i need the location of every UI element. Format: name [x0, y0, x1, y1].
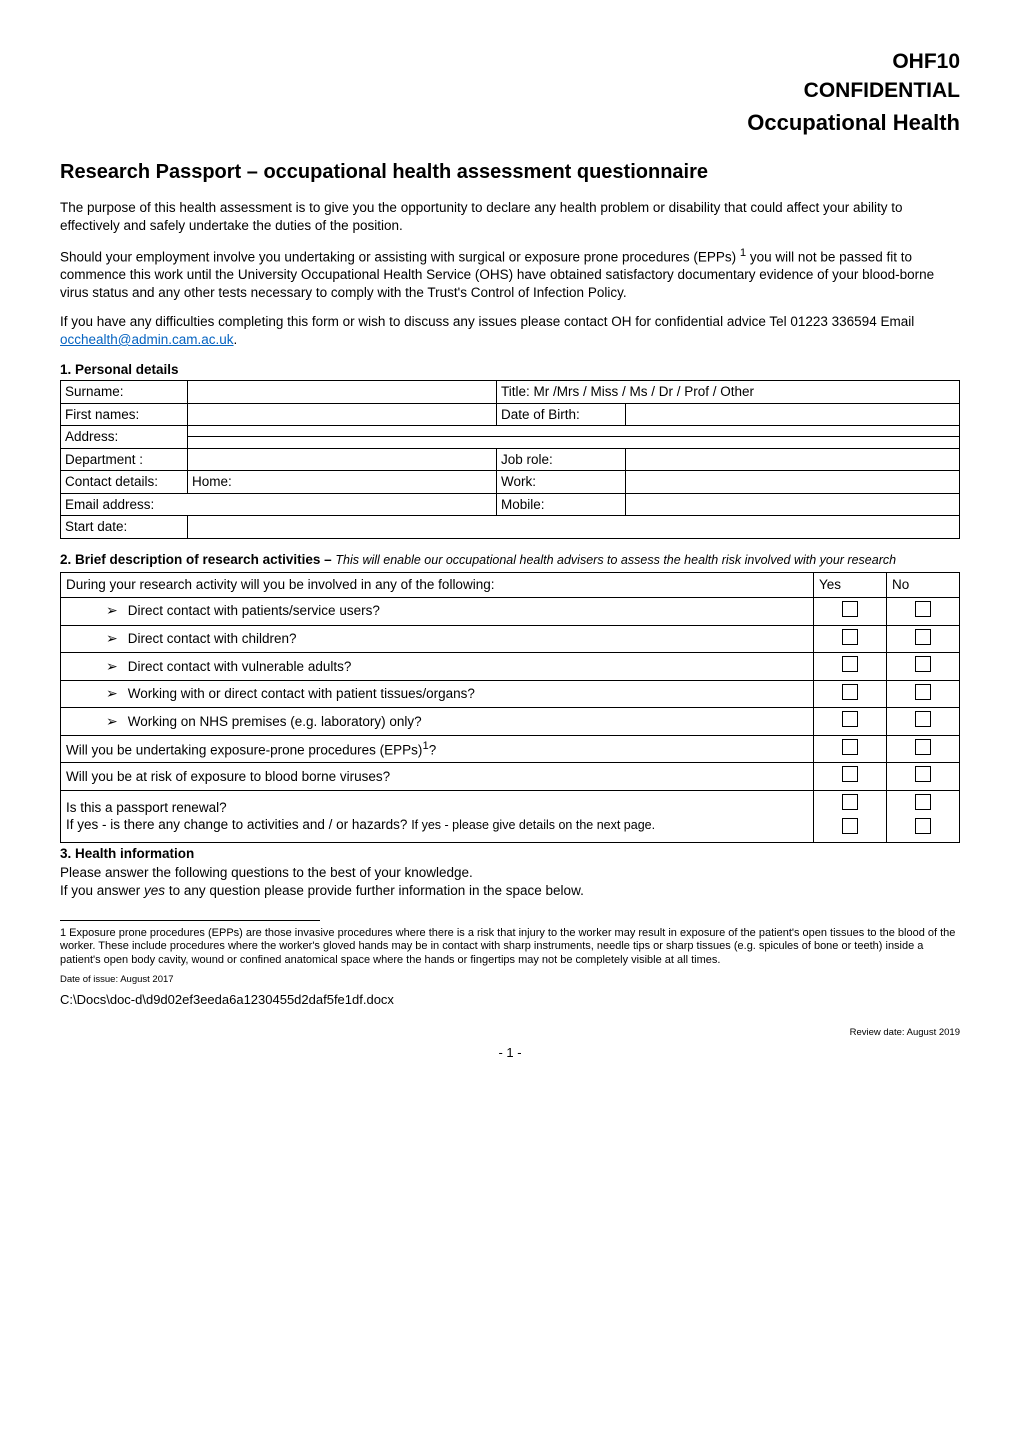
bullet-arrow-icon: ➢: [106, 630, 118, 648]
q-row: ➢ Direct contact with vulnerable adults?: [61, 653, 960, 681]
q-text: Working on NHS premises (e.g. laboratory…: [128, 713, 422, 731]
q-row-bbv: Will you be at risk of exposure to blood…: [61, 763, 960, 791]
q-text: Working with or direct contact with pati…: [128, 685, 475, 703]
intro-p1: The purpose of this health assessment is…: [60, 199, 960, 234]
q-text: Direct contact with children?: [128, 630, 297, 648]
checkbox-yes[interactable]: [842, 739, 858, 755]
section-1-heading: 1. Personal details: [60, 361, 960, 379]
q-header-yes: Yes: [814, 573, 887, 598]
section-3-p2b: to any question please provide further i…: [165, 883, 584, 898]
field-dob[interactable]: [626, 403, 960, 426]
section-2-heading: 2. Brief description of research activit…: [60, 551, 960, 569]
field-surname[interactable]: [188, 381, 497, 404]
section-3-p2i: yes: [144, 883, 165, 898]
q-text-renewal-1: Is this a passport renewal?: [66, 799, 808, 817]
checkbox-no[interactable]: [915, 711, 931, 727]
field-first-names[interactable]: [188, 403, 497, 426]
label-work: Work:: [497, 471, 626, 494]
q-text: Direct contact with vulnerable adults?: [128, 658, 352, 676]
footnote-text: Exposure prone procedures (EPPs) are tho…: [60, 927, 955, 967]
bullet-arrow-icon: ➢: [106, 658, 118, 676]
header-department: Occupational Health: [60, 109, 960, 138]
label-address: Address:: [61, 426, 188, 449]
checkbox-yes[interactable]: [842, 601, 858, 617]
research-activities-table: During your research activity will you b…: [60, 572, 960, 842]
checkbox-no[interactable]: [915, 766, 931, 782]
q-text: Direct contact with patients/service use…: [128, 602, 380, 620]
checkbox-yes[interactable]: [842, 711, 858, 727]
field-job-role[interactable]: [626, 448, 960, 471]
section-2-heading-bold: 2. Brief description of research activit…: [60, 552, 335, 567]
q-header-text: During your research activity will you b…: [61, 573, 814, 598]
q-text-renewal-2b: If yes - please give details on the next…: [411, 818, 655, 832]
personal-details-table: Surname: Title: Mr /Mrs / Miss / Ms / Dr…: [60, 380, 960, 539]
label-mobile: Mobile:: [497, 493, 626, 516]
section-3-p1: Please answer the following questions to…: [60, 864, 960, 882]
label-home: Home:: [192, 474, 232, 489]
label-first-names: First names:: [61, 403, 188, 426]
checkbox-yes[interactable]: [842, 766, 858, 782]
section-3-p2: If you answer yes to any question please…: [60, 882, 960, 900]
label-contact: Contact details:: [61, 471, 188, 494]
footer-filepath: C:\Docs\doc-d\d9d02ef3eeda6a1230455d2daf…: [60, 992, 960, 1009]
label-department: Department :: [61, 448, 188, 471]
checkbox-no[interactable]: [915, 794, 931, 810]
checkbox-yes[interactable]: [842, 794, 858, 810]
checkbox-no[interactable]: [915, 601, 931, 617]
q-row-epp: Will you be undertaking exposure-prone p…: [61, 735, 960, 763]
intro-p3: If you have any difficulties completing …: [60, 313, 960, 348]
q-row: ➢ Direct contact with children?: [61, 625, 960, 653]
label-title: Title: Mr /Mrs / Miss / Ms / Dr / Prof /…: [497, 381, 960, 404]
checkbox-yes[interactable]: [842, 818, 858, 834]
intro-p3b: .: [234, 332, 238, 347]
checkbox-no[interactable]: [915, 739, 931, 755]
q-text-renewal-2a: If yes - is there any change to activiti…: [66, 817, 411, 832]
checkbox-no[interactable]: [915, 818, 931, 834]
q-header-no: No: [887, 573, 960, 598]
intro-p2: Should your employment involve you under…: [60, 246, 960, 301]
label-email: Email address:: [61, 493, 497, 516]
footnote-1: 1 Exposure prone procedures (EPPs) are t…: [60, 927, 960, 968]
header-code: OHF10: [60, 48, 960, 75]
bullet-arrow-icon: ➢: [106, 602, 118, 620]
field-department[interactable]: [188, 448, 497, 471]
field-start-date[interactable]: [188, 516, 960, 539]
intro-p2a: Should your employment involve you under…: [60, 250, 740, 265]
q-text-epp-b: ?: [429, 742, 437, 757]
field-mobile[interactable]: [626, 493, 960, 516]
intro-p3a: If you have any difficulties completing …: [60, 314, 914, 329]
checkbox-yes[interactable]: [842, 629, 858, 645]
footnote-separator: [60, 920, 320, 925]
label-start-date: Start date:: [61, 516, 188, 539]
field-address-2[interactable]: [188, 437, 960, 448]
q-text-bbv: Will you be at risk of exposure to blood…: [61, 763, 814, 791]
section-2-desc: This will enable our occupational health…: [335, 553, 896, 567]
q-row: ➢ Working on NHS premises (e.g. laborator…: [61, 708, 960, 736]
checkbox-yes[interactable]: [842, 684, 858, 700]
checkbox-no[interactable]: [915, 684, 931, 700]
checkbox-no[interactable]: [915, 629, 931, 645]
q-row: ➢ Working with or direct contact with pat…: [61, 680, 960, 708]
checkbox-no[interactable]: [915, 656, 931, 672]
field-address-1[interactable]: [188, 426, 960, 437]
page-number: - 1 -: [60, 1045, 960, 1062]
section-3-heading: 3. Health information: [60, 845, 960, 863]
label-surname: Surname:: [61, 381, 188, 404]
footer-issue-date: Date of issue: August 2017: [60, 974, 960, 986]
q-text-epp-a: Will you be undertaking exposure-prone p…: [66, 742, 422, 757]
q-row: ➢ Direct contact with patients/service us…: [61, 597, 960, 625]
field-work[interactable]: [626, 471, 960, 494]
label-job-role: Job role:: [497, 448, 626, 471]
label-dob: Date of Birth:: [497, 403, 626, 426]
header-confidential: CONFIDENTIAL: [60, 77, 960, 104]
page-title: Research Passport – occupational health …: [60, 159, 960, 185]
q-row-renewal: Is this a passport renewal? If yes - is …: [61, 790, 960, 842]
bullet-arrow-icon: ➢: [106, 713, 118, 731]
bullet-arrow-icon: ➢: [106, 685, 118, 703]
footer-review-date: Review date: August 2019: [60, 1027, 960, 1039]
section-3-p2a: If you answer: [60, 883, 144, 898]
checkbox-yes[interactable]: [842, 656, 858, 672]
contact-email-link[interactable]: occhealth@admin.cam.ac.uk: [60, 332, 234, 347]
